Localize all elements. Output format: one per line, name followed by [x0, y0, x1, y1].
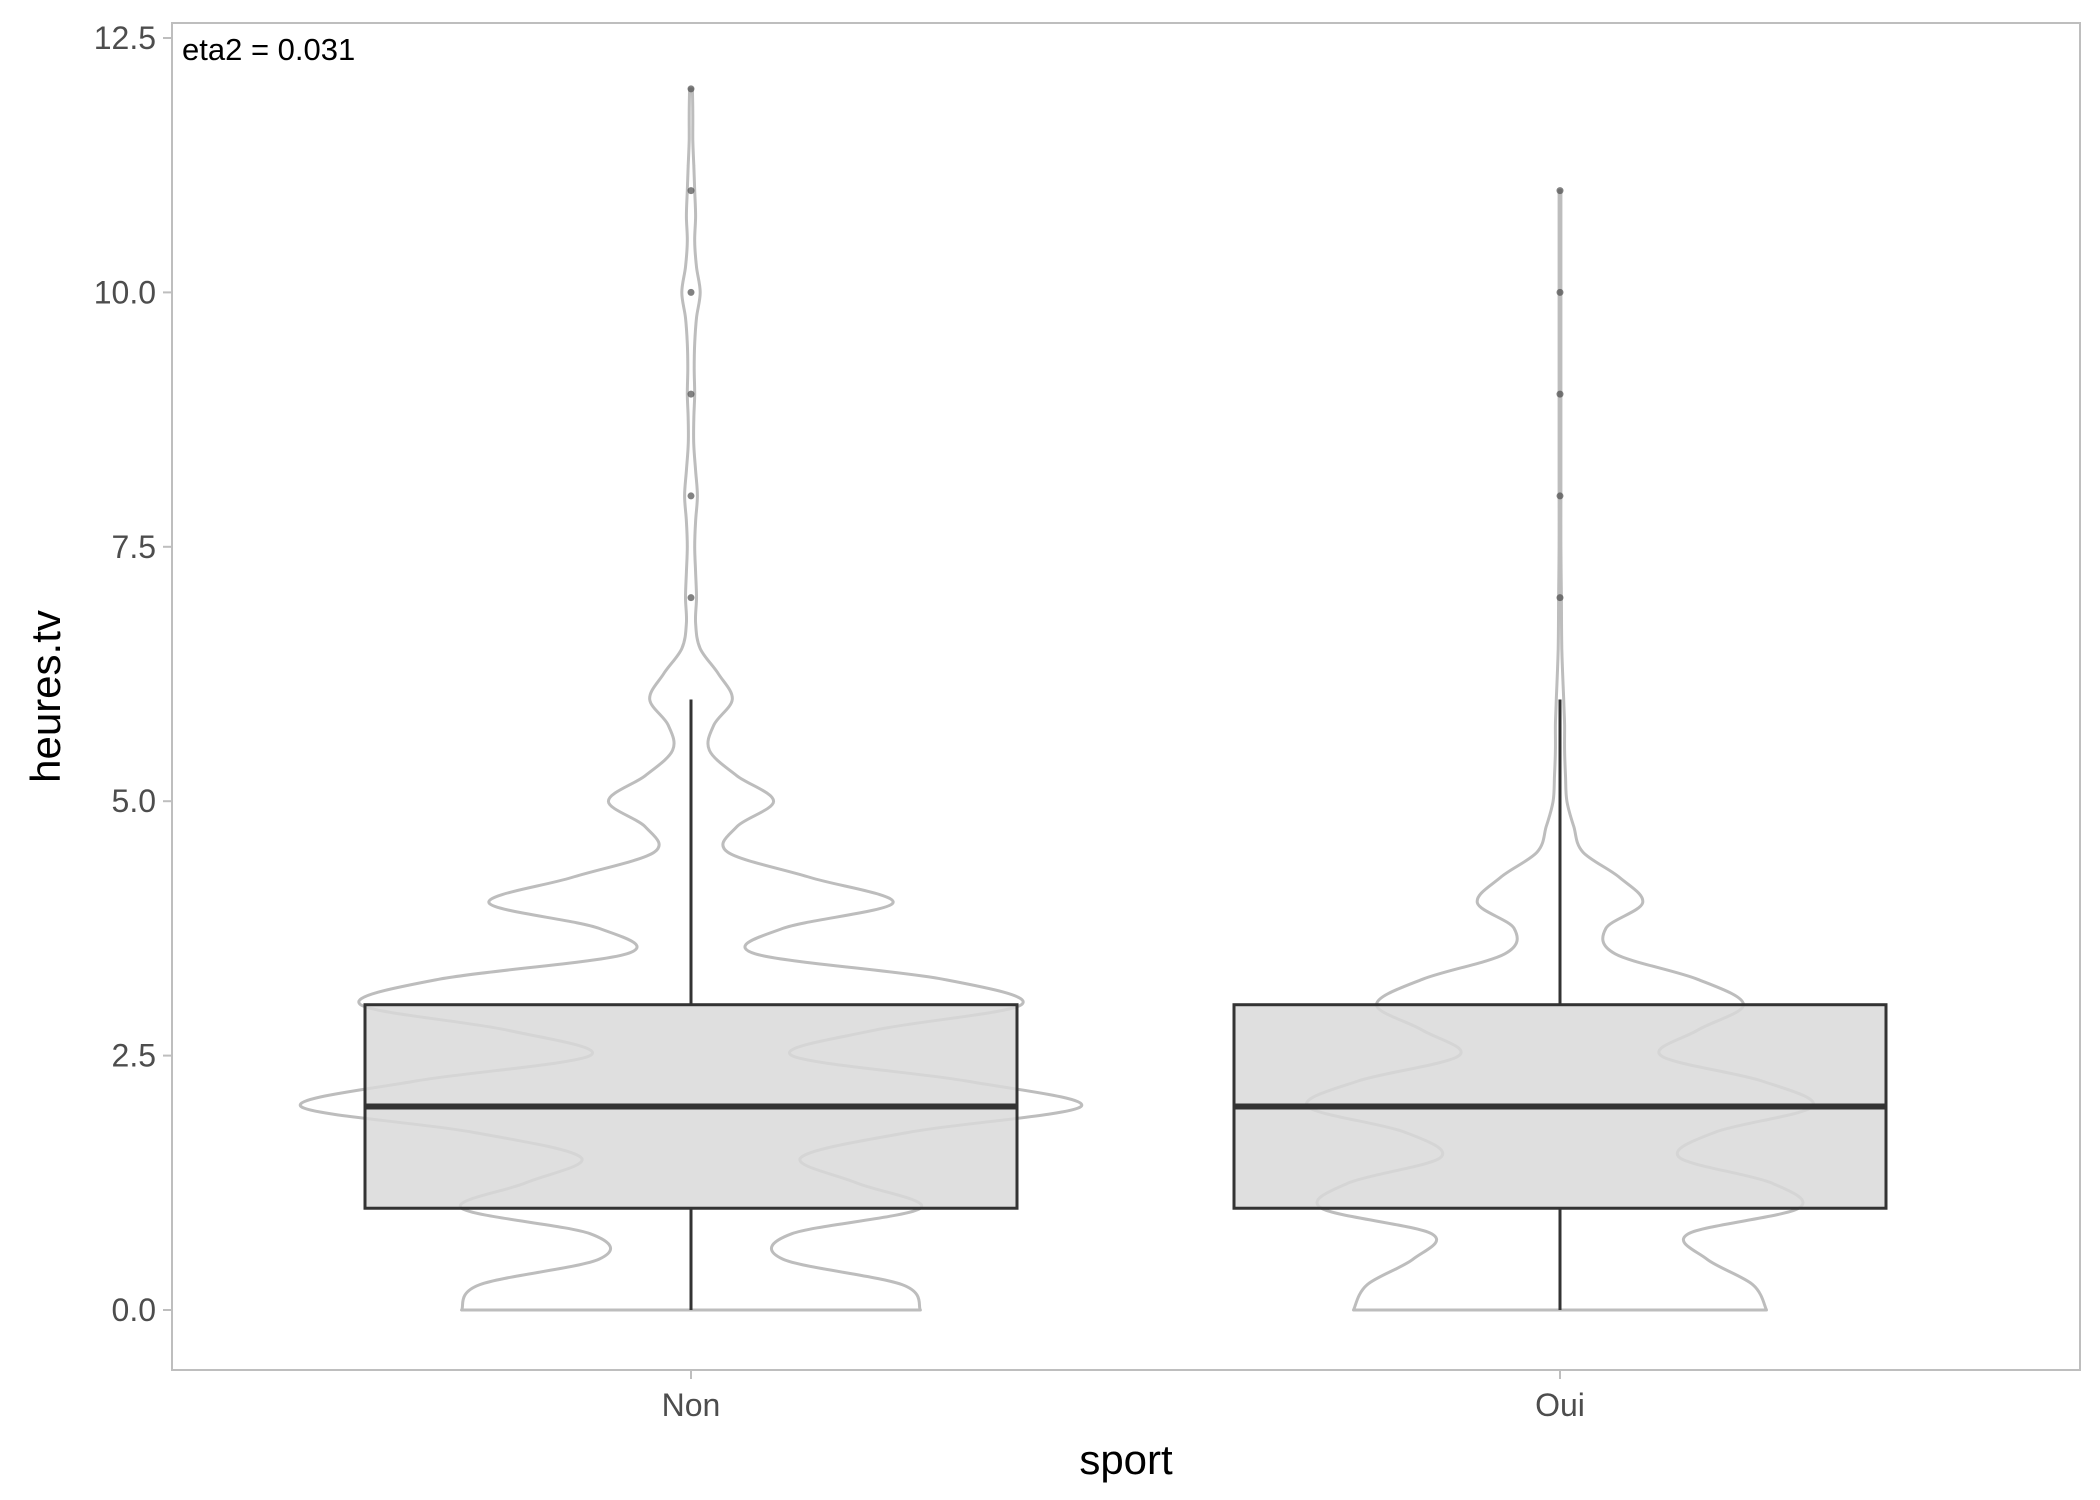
x-tick-label: Oui: [1535, 1387, 1585, 1423]
outlier-point: [687, 390, 695, 398]
eta2-annotation: eta2 = 0.031: [182, 32, 355, 67]
x-axis: Non Oui: [662, 1370, 1585, 1423]
box-layer: [363, 699, 1888, 1310]
outlier-point: [687, 85, 695, 93]
outlier-point: [1556, 390, 1564, 398]
outlier-point: [687, 492, 695, 500]
x-tick-label: Non: [662, 1387, 721, 1423]
outlier-point: [1556, 288, 1564, 296]
y-axis-title: heures.tv: [22, 610, 69, 783]
y-tick-label: 5.0: [112, 783, 156, 819]
y-axis: 0.0 2.5 5.0 7.5 10.0 12.5: [94, 20, 172, 1328]
outlier-point: [687, 187, 695, 195]
outlier-point: [1556, 594, 1564, 602]
plot-panel: [171, 22, 2081, 1371]
y-tick-label: 10.0: [94, 274, 156, 310]
y-tick-label: 7.5: [112, 529, 156, 565]
outlier-point: [1556, 492, 1564, 500]
outlier-point: [1556, 187, 1564, 195]
x-axis-title: sport: [1079, 1436, 1173, 1483]
outlier-point: [687, 594, 695, 602]
outlier-point: [687, 288, 695, 296]
outlier-points-layer: [687, 85, 1564, 602]
y-tick-label: 0.0: [112, 1292, 156, 1328]
y-tick-label: 12.5: [94, 20, 156, 56]
y-tick-label: 2.5: [112, 1038, 156, 1074]
